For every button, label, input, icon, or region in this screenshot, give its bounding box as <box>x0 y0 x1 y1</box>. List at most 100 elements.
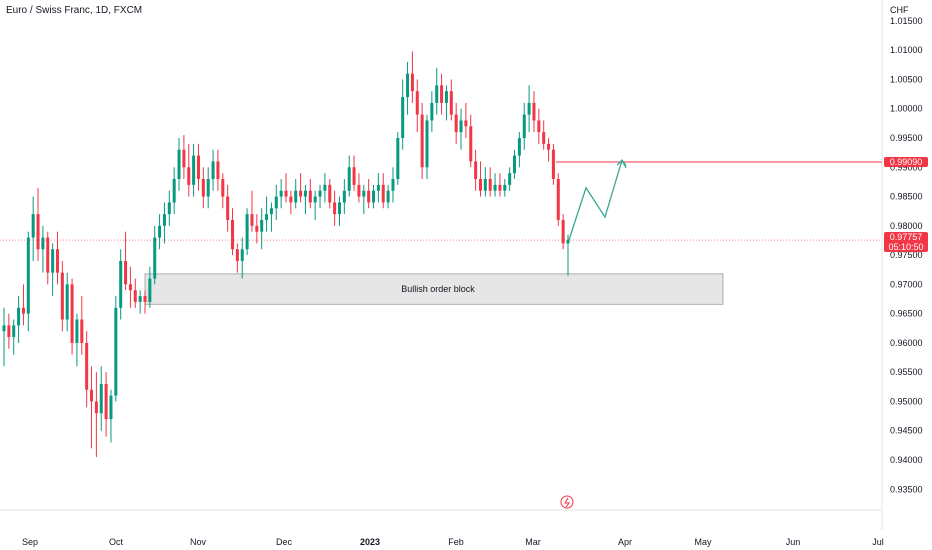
candle-body <box>75 319 79 343</box>
candle-body <box>182 149 186 168</box>
candle-body <box>323 184 327 191</box>
x-tick-label: Nov <box>190 537 207 547</box>
candle-body <box>299 190 303 197</box>
candle-body <box>347 167 351 191</box>
candle-body <box>231 219 235 250</box>
candle-body <box>318 190 322 197</box>
candle-body <box>522 114 526 139</box>
candle-body <box>294 190 298 203</box>
candle-body <box>162 214 166 226</box>
y-tick-label: 1.01500 <box>890 16 923 26</box>
candle-body <box>177 149 181 179</box>
x-tick-label: Oct <box>109 537 124 547</box>
candle-body <box>206 179 210 197</box>
x-tick-label: 2023 <box>360 537 380 547</box>
candle-body <box>342 190 346 203</box>
candle-body <box>415 91 419 115</box>
candle-body <box>158 225 162 238</box>
candle-body <box>483 179 487 191</box>
candle-body <box>386 190 390 203</box>
candle-body <box>109 395 113 420</box>
candle-body <box>216 161 220 179</box>
candle-body <box>211 161 215 179</box>
y-tick-label: 0.97500 <box>890 250 923 260</box>
candle-body <box>31 214 35 238</box>
candle-body <box>172 179 176 203</box>
candle-body <box>255 225 259 232</box>
candle-body <box>532 102 536 121</box>
candle-body <box>12 325 16 338</box>
candle-body <box>250 214 254 226</box>
candle-body <box>153 237 157 279</box>
y-tick-label: 0.98500 <box>890 192 923 202</box>
candle-body <box>99 383 103 414</box>
candle-body <box>260 219 264 232</box>
candle-body <box>498 184 502 191</box>
y-tick-label: 0.94500 <box>890 426 923 436</box>
candle-body <box>396 138 400 179</box>
candle-body <box>527 102 531 115</box>
candle-body <box>474 161 478 179</box>
candle-body <box>148 278 152 302</box>
y-tick-label: 0.99000 <box>890 162 923 172</box>
candle-body <box>454 114 458 133</box>
candle-body <box>328 184 332 203</box>
candle-body <box>21 307 25 314</box>
candle-body <box>537 120 541 133</box>
candle-body <box>551 149 555 179</box>
candle-body <box>119 260 123 308</box>
candle-body <box>367 190 371 203</box>
candle-body <box>517 138 521 156</box>
y-tick-label: 0.95000 <box>890 396 923 406</box>
candle-body <box>464 120 468 127</box>
candle-body <box>566 239 570 244</box>
candle-body <box>128 284 132 291</box>
x-tick-label: Jul <box>872 537 884 547</box>
countdown-label: 05:10:50 <box>888 242 924 253</box>
candle-body <box>90 389 94 402</box>
candle-body <box>381 184 385 203</box>
candle-body <box>274 196 278 209</box>
candle-body <box>435 85 439 103</box>
candle-body <box>469 126 473 162</box>
candle-body <box>556 179 560 220</box>
x-tick-label: Apr <box>618 537 632 547</box>
candle-body <box>80 319 84 343</box>
candle-body <box>55 249 59 273</box>
current-price-label: 0.97757 <box>889 232 923 243</box>
x-tick-label: Mar <box>525 537 541 547</box>
candle-body <box>240 249 244 261</box>
y-tick-label: 1.01000 <box>890 45 923 55</box>
candle-body <box>26 237 30 314</box>
y-tick-label: 0.94000 <box>890 455 923 465</box>
candle-body <box>547 143 551 150</box>
candle-body <box>201 179 205 197</box>
candle-body <box>60 272 64 320</box>
y-tick-label: 1.00000 <box>890 104 923 114</box>
candle-body <box>289 196 293 203</box>
candle-body <box>138 296 142 302</box>
y-tick-label: 0.93500 <box>890 484 923 494</box>
candle-body <box>420 114 424 168</box>
y-tick-label: 0.98000 <box>890 221 923 231</box>
candle-body <box>94 401 98 414</box>
candle-body <box>493 184 497 191</box>
candle-body <box>226 196 230 220</box>
candle-body <box>284 190 288 197</box>
current-price-tag: 0.97757 05:10:50 <box>884 232 928 253</box>
x-tick-label: Dec <box>276 537 293 547</box>
candle-body <box>279 190 283 197</box>
order-block-zone <box>144 273 724 305</box>
y-tick-label: 0.99500 <box>890 133 923 143</box>
symbol-title[interactable]: Euro / Swiss Franc, 1D, FXCM <box>6 5 143 16</box>
candle-body <box>542 132 546 144</box>
candle-body <box>2 325 6 332</box>
candle-body <box>265 214 269 220</box>
candle-body <box>410 73 414 92</box>
candle-body <box>459 120 463 133</box>
resistance-price-label: 0.99090 <box>889 157 923 168</box>
candle-body <box>561 219 565 244</box>
y-tick-label: 0.96500 <box>890 309 923 319</box>
